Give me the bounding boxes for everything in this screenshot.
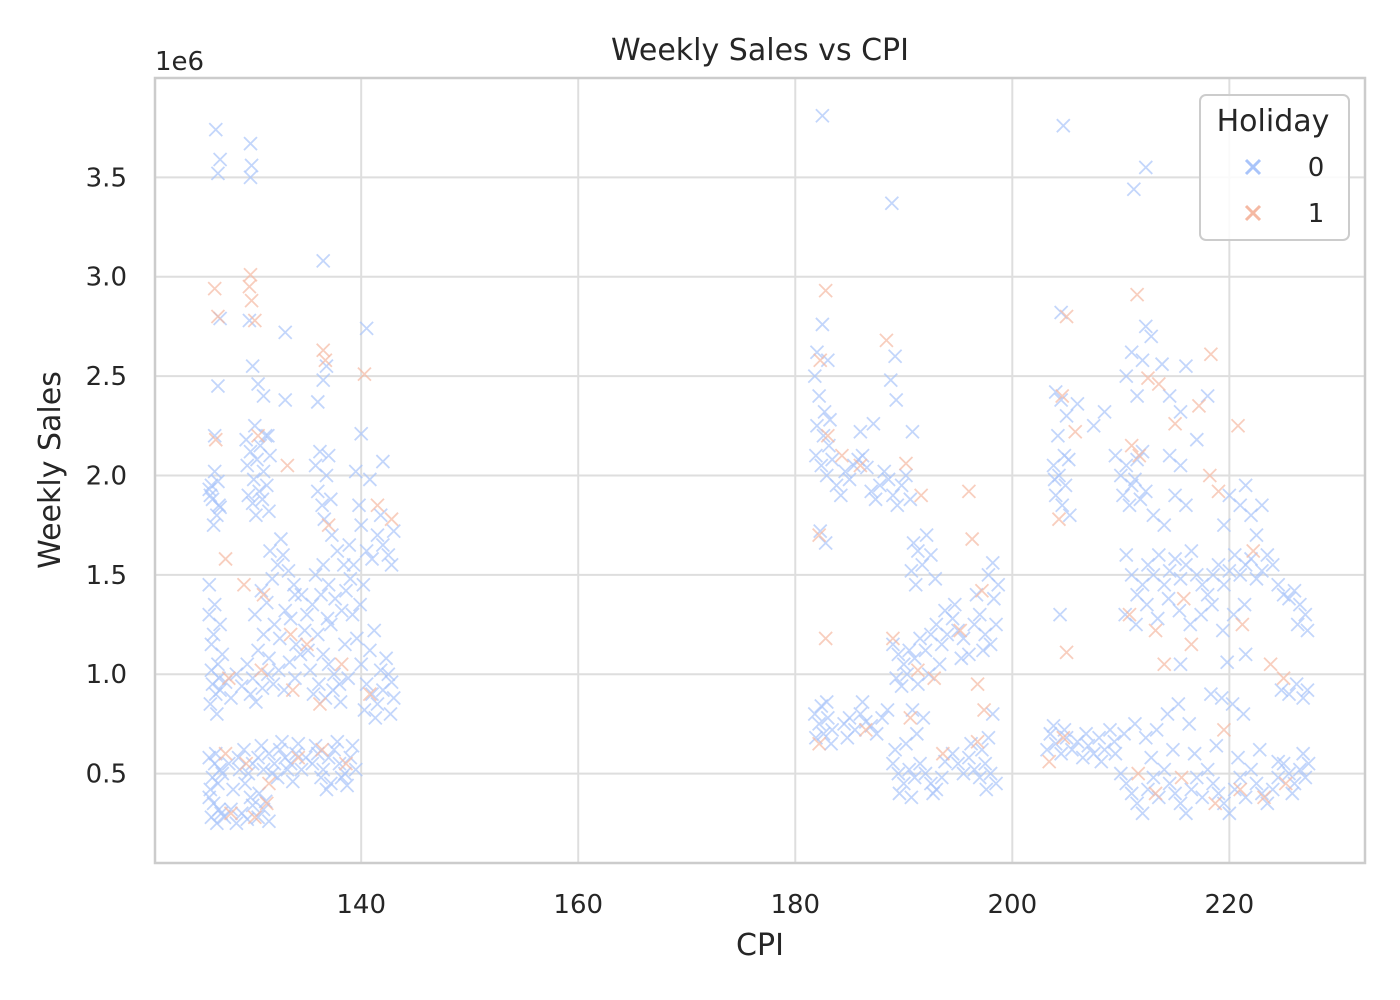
y-offset-label: 1e6 xyxy=(155,47,204,77)
legend-label: 0 xyxy=(1308,153,1325,183)
x-tick-label: 200 xyxy=(987,890,1037,920)
y-tick-label: 1.0 xyxy=(86,660,127,690)
y-tick-label: 3.0 xyxy=(86,263,127,293)
y-tick-label: 1.5 xyxy=(86,561,127,591)
legend: Holiday 0 1 xyxy=(1200,95,1349,240)
x-axis-label: CPI xyxy=(736,928,784,963)
y-tick-label: 3.5 xyxy=(86,163,127,193)
y-tick-label: 2.5 xyxy=(86,362,127,392)
y-tick-label: 2.0 xyxy=(86,461,127,491)
legend-title: Holiday xyxy=(1217,104,1330,139)
legend-label: 1 xyxy=(1308,199,1325,229)
y-tick-label: 0.5 xyxy=(86,760,127,790)
y-axis-label: Weekly Sales xyxy=(33,371,68,569)
chart-title: Weekly Sales vs CPI xyxy=(611,33,909,68)
x-tick-label: 140 xyxy=(336,890,386,920)
x-tick-label: 160 xyxy=(553,890,603,920)
x-tick-label: 220 xyxy=(1205,890,1255,920)
x-tick-label: 180 xyxy=(770,890,820,920)
